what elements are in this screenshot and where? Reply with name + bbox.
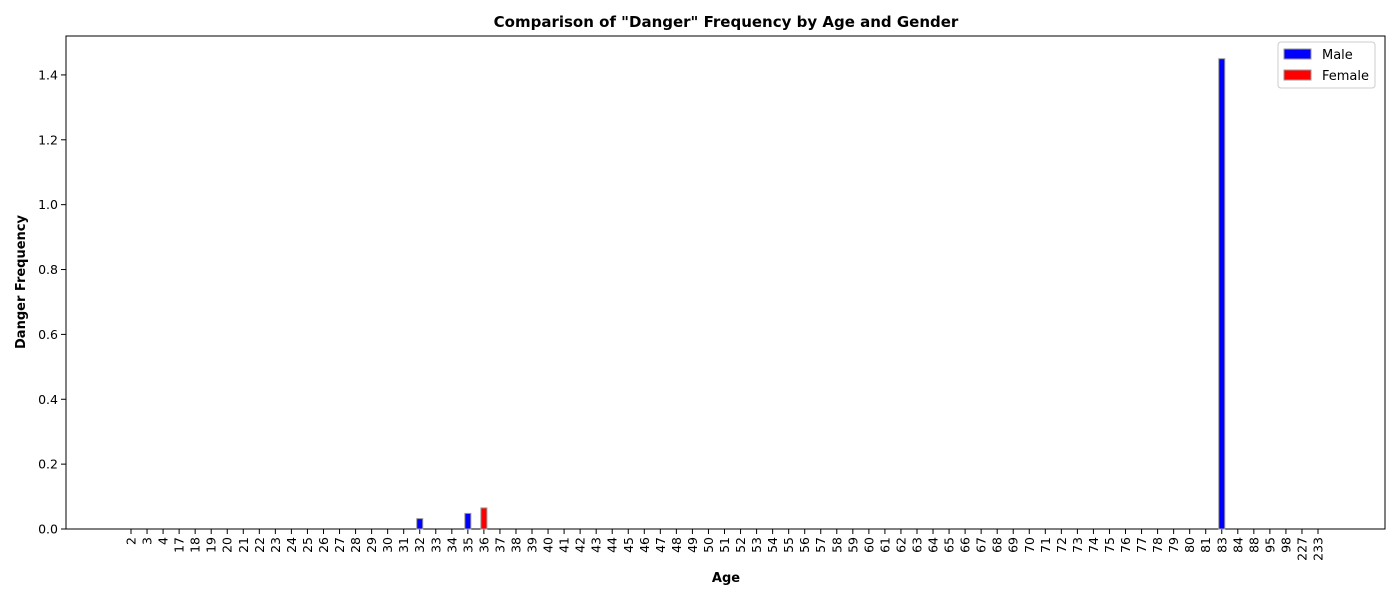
- y-tick-label: 1.2: [38, 132, 58, 147]
- x-tick-label: 23: [268, 537, 283, 553]
- x-tick-label: 21: [236, 537, 251, 553]
- x-tick-label: 50: [701, 537, 716, 553]
- x-tick-label: 32: [412, 537, 427, 553]
- y-tick-label: 1.4: [38, 67, 58, 82]
- bar-male-83: [1218, 58, 1226, 530]
- x-tick-label: 84: [1230, 537, 1245, 553]
- x-tick-label: 30: [380, 537, 395, 553]
- x-tick-label: 20: [220, 537, 235, 553]
- x-tick-label: 65: [942, 537, 957, 553]
- x-tick-label: 29: [364, 537, 379, 553]
- x-tick-label: 73: [1070, 537, 1085, 553]
- legend-label-male: Male: [1322, 48, 1353, 63]
- x-tick-label: 58: [829, 537, 844, 553]
- x-tick-label: 79: [1166, 537, 1181, 553]
- legend-swatch-male: [1283, 48, 1312, 60]
- x-tick-label: 3: [140, 537, 155, 545]
- x-axis-label: Age: [712, 571, 740, 586]
- x-tick-label: 41: [557, 537, 572, 553]
- x-tick-label: 69: [1006, 537, 1021, 553]
- x-tick-label: 37: [492, 537, 507, 553]
- x-tick-label: 66: [958, 537, 973, 553]
- x-tick-label: 46: [637, 537, 652, 553]
- y-tick-label: 0.8: [38, 262, 58, 277]
- x-tick-label: 95: [1262, 537, 1277, 553]
- legend: Male Female: [1277, 41, 1376, 89]
- x-tick-label: 42: [573, 537, 588, 553]
- y-axis-label: Danger Frequency: [14, 214, 29, 348]
- x-tick-label: 51: [717, 537, 732, 553]
- x-tick-label: 45: [621, 537, 636, 553]
- x-tick-label: 33: [428, 537, 443, 553]
- x-tick-label: 67: [974, 537, 989, 553]
- x-tick-label: 28: [348, 537, 363, 553]
- x-tick-label: 22: [252, 537, 267, 553]
- bar-female-36: [480, 507, 488, 530]
- x-tick-label: 70: [1022, 537, 1037, 553]
- x-tick-label: 75: [1102, 537, 1117, 553]
- plot-area: 0.00.20.40.60.81.01.21.42 3 4 17 18 19 20 21 22 2…: [38, 35, 1386, 561]
- x-tick-label: 39: [525, 537, 540, 553]
- x-tick-label: 76: [1118, 537, 1133, 553]
- x-tick-label: 18: [188, 537, 203, 553]
- x-tick-label: 36: [476, 537, 491, 553]
- x-tick-label: 56: [797, 537, 812, 553]
- plot-frame: [65, 35, 1386, 530]
- x-tick-label: 227: [1294, 537, 1309, 561]
- x-tick-label: 40: [541, 537, 556, 553]
- x-tick-label: 88: [1246, 537, 1261, 553]
- x-tick-label: 61: [877, 537, 892, 553]
- y-tick-label: 0.2: [38, 457, 58, 472]
- x-tick-label: 81: [1198, 537, 1213, 553]
- x-tick-label: 80: [1182, 537, 1197, 553]
- x-tick-label: 63: [909, 537, 924, 553]
- x-tick-label: 31: [396, 537, 411, 553]
- x-tick-label: 52: [733, 537, 748, 553]
- x-tick-label: 55: [781, 537, 796, 553]
- x-tick-label: 83: [1214, 537, 1229, 553]
- y-tick-label: 0.0: [38, 522, 58, 537]
- x-tick-label: 4: [156, 537, 171, 545]
- x-tick-label: 53: [749, 537, 764, 553]
- x-tick-label: 27: [332, 537, 347, 553]
- bar-male-32: [416, 518, 424, 530]
- x-tick-label: 74: [1086, 537, 1101, 553]
- x-tick-label: 19: [204, 537, 219, 553]
- x-tick-label: 2: [124, 537, 139, 545]
- x-tick-label: 35: [460, 537, 475, 553]
- legend-swatch-female: [1283, 69, 1312, 81]
- x-tick-label: 72: [1054, 537, 1069, 553]
- chart-title: Comparison of "Danger" Frequency by Age …: [494, 13, 959, 31]
- x-tick-label: 77: [1134, 537, 1149, 553]
- x-tick-label: 62: [893, 537, 908, 553]
- x-tick-label: 47: [653, 537, 668, 553]
- x-tick-label: 26: [316, 537, 331, 553]
- x-tick-label: 68: [990, 537, 1005, 553]
- bar-male-35: [464, 512, 472, 530]
- x-tick-label: 48: [669, 537, 684, 553]
- x-tick-label: 24: [284, 537, 299, 553]
- x-tick-label: 38: [508, 537, 523, 553]
- y-tick-label: 0.4: [38, 392, 58, 407]
- x-tick-label: 54: [765, 537, 780, 553]
- x-tick-label: 64: [926, 537, 941, 553]
- x-tick-label: 49: [685, 537, 700, 553]
- x-tick-label: 17: [172, 537, 187, 553]
- y-tick-label: 0.6: [38, 327, 58, 342]
- x-tick-label: 44: [605, 537, 620, 553]
- x-tick-label: 43: [589, 537, 604, 553]
- x-tick-label: 34: [444, 537, 459, 553]
- x-tick-label: 71: [1038, 537, 1053, 553]
- y-tick-label: 1.0: [38, 197, 58, 212]
- legend-label-female: Female: [1322, 69, 1369, 84]
- x-tick-label: 78: [1150, 537, 1165, 553]
- x-tick-label: 59: [845, 537, 860, 553]
- x-tick-label: 60: [861, 537, 876, 553]
- x-tick-label: 233: [1311, 537, 1326, 561]
- x-tick-label: 98: [1278, 537, 1293, 553]
- x-tick-label: 25: [300, 537, 315, 553]
- x-tick-label: 57: [813, 537, 828, 553]
